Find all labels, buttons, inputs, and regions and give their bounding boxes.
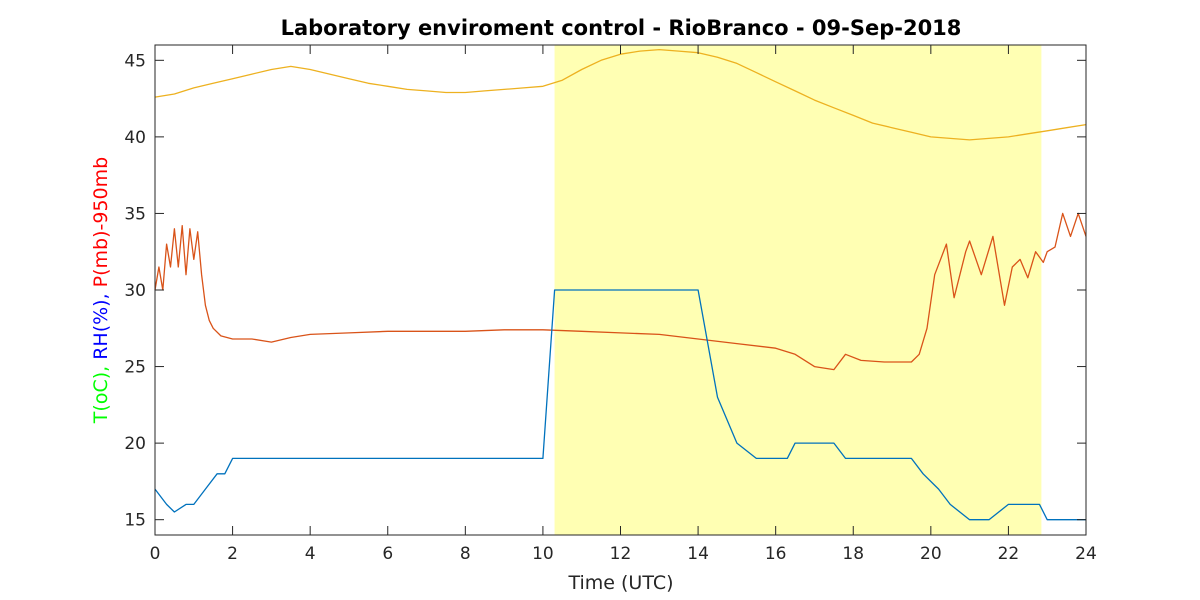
x-tick-label: 10: [532, 544, 554, 564]
series-line-2: [154, 289, 1086, 521]
y-axis-label-part-2: P(mb)-950mb: [90, 157, 112, 288]
series-line-0: [154, 48, 1087, 141]
series-line-1: [154, 212, 1087, 371]
y-tick-label: 30: [124, 281, 146, 301]
x-tick-label: 20: [920, 544, 942, 564]
y-tick-label: 15: [124, 511, 146, 531]
x-tick-label: 22: [998, 544, 1020, 564]
x-tick-label: 8: [460, 544, 471, 564]
x-tick-label: 16: [765, 544, 787, 564]
x-axis-label: Time (UTC): [567, 572, 673, 594]
x-tick-label: 4: [305, 544, 316, 564]
x-tick-label: 2: [227, 544, 238, 564]
x-tick-label: 14: [687, 544, 709, 564]
y-axis-label: T(oC), RH(%), P(mb)-950mb: [90, 157, 112, 424]
x-tick-label: 6: [382, 544, 393, 564]
y-tick-label: 45: [124, 51, 146, 71]
y-axis-label-part-0: T(oC),: [90, 360, 112, 424]
y-tick-label: 40: [124, 128, 146, 148]
x-tick-label: 12: [610, 544, 632, 564]
x-tick-label: 0: [150, 544, 161, 564]
chart-title: Laboratory enviroment control - RioBranc…: [281, 16, 962, 40]
y-axis-label-part-1: RH(%),: [90, 287, 112, 359]
y-tick-label: 25: [124, 358, 146, 378]
y-tick-label: 35: [124, 204, 146, 224]
x-tick-label: 24: [1075, 544, 1097, 564]
x-tick-label: 18: [842, 544, 864, 564]
y-tick-label: 20: [124, 434, 146, 454]
